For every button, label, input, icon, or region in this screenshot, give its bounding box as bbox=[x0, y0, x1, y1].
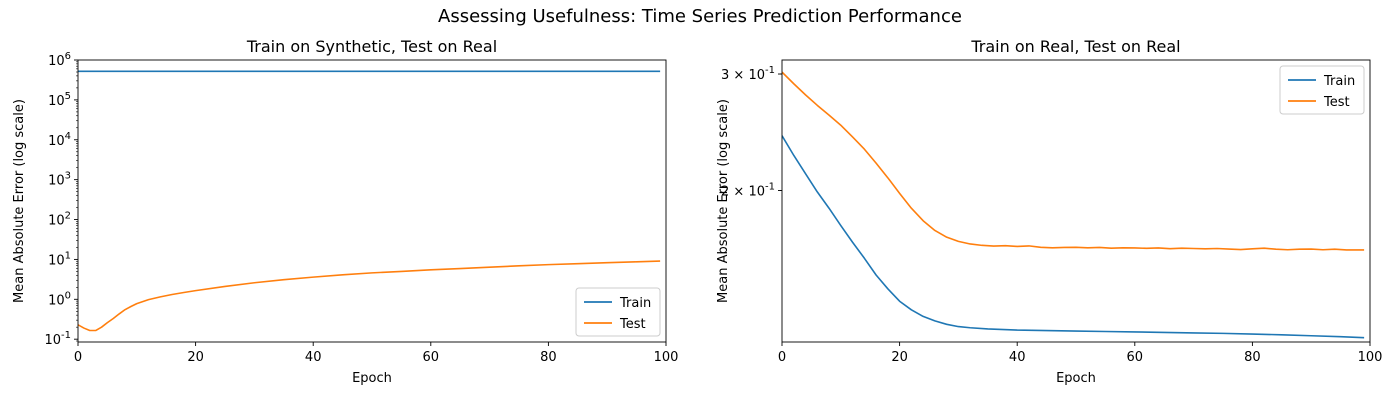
x-tick-label: 80 bbox=[540, 350, 557, 365]
legend: Train Test bbox=[1279, 65, 1365, 115]
legend-label-test: Test bbox=[619, 317, 646, 332]
legend-label-test: Test bbox=[1323, 95, 1350, 110]
y-tick-label: 106 bbox=[48, 51, 71, 69]
x-tick-label: 60 bbox=[423, 350, 440, 365]
series-line-test bbox=[782, 71, 1365, 251]
x-tick-label: 100 bbox=[654, 350, 679, 365]
y-tick-label: 2 × 10-1 bbox=[721, 181, 775, 199]
legend-label-train: Train bbox=[619, 296, 651, 311]
legend-box bbox=[1279, 65, 1365, 115]
legend: Train Test bbox=[575, 287, 661, 337]
series-group bbox=[782, 71, 1365, 339]
legend-label-train: Train bbox=[1323, 74, 1355, 89]
series-line-train bbox=[782, 135, 1365, 339]
x-tick-label: 40 bbox=[305, 350, 322, 365]
x-tick-label: 100 bbox=[1358, 350, 1383, 365]
x-tick-label: 40 bbox=[1009, 350, 1026, 365]
x-tick-label: 80 bbox=[1244, 350, 1261, 365]
left-axes: Train on Synthetic, Test on Real 0 20 40 60 8… bbox=[12, 37, 678, 386]
axes-frame bbox=[781, 59, 1371, 343]
y-axis-label: Mean Absolute Error (log scale) bbox=[716, 99, 731, 303]
y-tick-label: 102 bbox=[48, 211, 71, 229]
figure-title: Assessing Usefulness: Time Series Predic… bbox=[438, 6, 962, 27]
y-tick-label: 100 bbox=[48, 290, 71, 308]
x-axis-label: Epoch bbox=[1056, 371, 1096, 386]
y-tick-label: 10-1 bbox=[44, 330, 71, 348]
legend-box bbox=[575, 287, 661, 337]
x-axis-label: Epoch bbox=[352, 371, 392, 386]
y-tick-label: 101 bbox=[48, 250, 71, 268]
y-axis-label: Mean Absolute Error (log scale) bbox=[12, 99, 27, 303]
axes-frame bbox=[77, 59, 667, 343]
y-tick-label: 3 × 10-1 bbox=[721, 65, 775, 83]
x-tick-label: 0 bbox=[74, 350, 82, 365]
x-tick-label: 0 bbox=[778, 350, 786, 365]
x-tick-label: 60 bbox=[1127, 350, 1144, 365]
axes-title: Train on Synthetic, Test on Real bbox=[246, 37, 497, 56]
x-tick-label: 20 bbox=[891, 350, 908, 365]
x-tick-label: 20 bbox=[187, 350, 204, 365]
series-line-test bbox=[78, 260, 661, 332]
series-group bbox=[78, 70, 661, 332]
y-tick-label: 103 bbox=[48, 171, 71, 189]
right-axes: Train on Real, Test on Real 0 20 40 60 80 100 2… bbox=[716, 37, 1382, 386]
y-tick-label: 104 bbox=[48, 131, 71, 149]
axes-title: Train on Real, Test on Real bbox=[970, 37, 1180, 56]
y-tick-label: 105 bbox=[48, 91, 71, 109]
